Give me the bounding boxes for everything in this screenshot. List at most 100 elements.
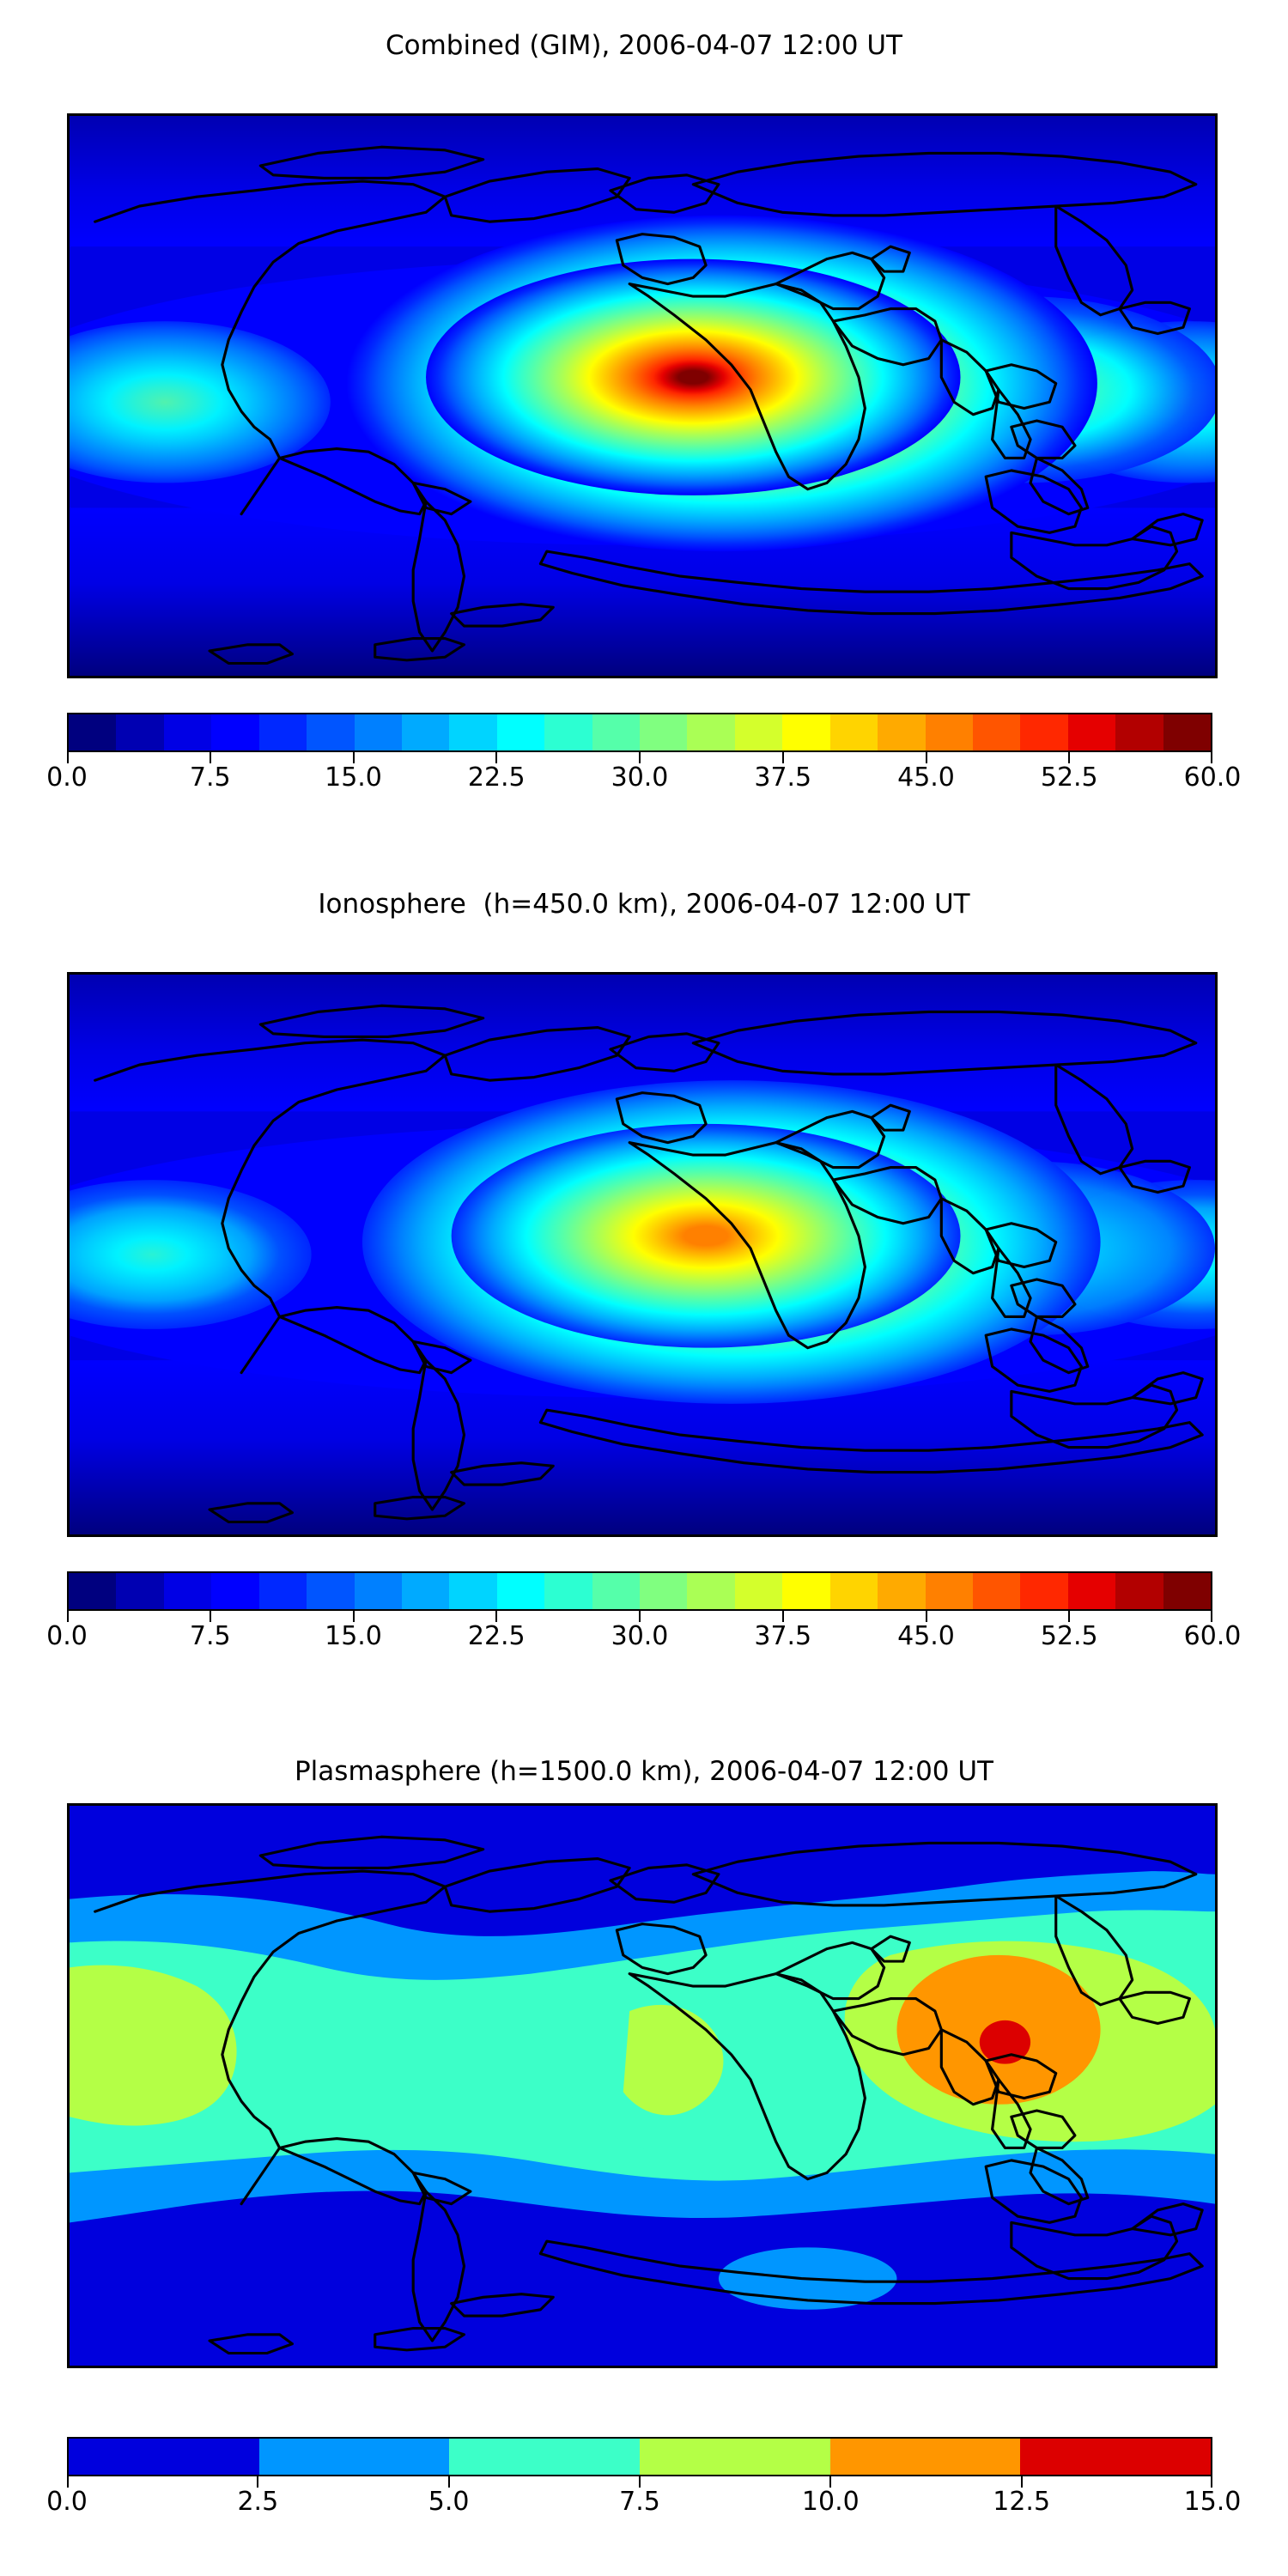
colorbar-segment — [307, 714, 355, 750]
colorbar-ionosphere: 0.0 7.5 15.0 22.5 30.0 37.5 45.0 52.5 60.0 — [46, 1571, 1241, 1657]
colorbar-segment — [496, 714, 545, 750]
colorbar-segment — [211, 1573, 259, 1609]
colorbar-segment — [734, 714, 783, 750]
colorbar-tick — [209, 1611, 211, 1622]
map-plasmasphere — [67, 1803, 1218, 2368]
colorbar-segment — [449, 1573, 497, 1609]
colorbar-gradient-combined-gim — [67, 713, 1212, 752]
colorbar-tick — [67, 752, 69, 763]
colorbar-tick — [352, 1611, 355, 1622]
colorbar-tick-label: 22.5 — [467, 1621, 526, 1651]
colorbar-tick — [639, 2476, 641, 2488]
colorbar-tick — [352, 752, 355, 763]
colorbar-segment — [973, 714, 1021, 750]
colorbar-segment — [163, 1573, 212, 1609]
colorbar-segment — [211, 714, 259, 750]
colorbar-tick — [1211, 752, 1212, 763]
panel-title-plasmasphere: Plasmasphere (h=1500.0 km), 2006-04-07 1… — [294, 1756, 993, 1787]
colorbar-tick-label: 22.5 — [467, 762, 526, 793]
colorbar-tick-label: 5.0 — [428, 2487, 470, 2517]
colorbar-tick-label: 2.5 — [237, 2487, 279, 2517]
colorbar-segment — [258, 2439, 450, 2475]
colorbar-tick — [1068, 752, 1071, 763]
colorbar-segment — [116, 714, 164, 750]
colorbar-tick — [67, 1611, 69, 1622]
colorbar-tick-label: 30.0 — [611, 1621, 669, 1651]
colorbar-tick-label: 30.0 — [611, 762, 669, 793]
colorbar-tick — [209, 752, 211, 763]
colorbar-segment — [449, 2439, 641, 2475]
map-field-plasmasphere — [70, 1806, 1215, 2366]
colorbar-tick — [925, 752, 927, 763]
colorbar-segment — [829, 2439, 1021, 2475]
colorbar-segment — [592, 1573, 641, 1609]
colorbar-segment — [401, 1573, 450, 1609]
colorbar-segment — [69, 714, 117, 750]
colorbar-segment — [878, 714, 926, 750]
colorbar-labels-plasmasphere: 0.0 2.5 5.0 7.5 10.0 12.5 15.0 — [46, 2487, 1241, 2523]
colorbar-tick — [67, 2476, 69, 2488]
colorbar-tick-label: 52.5 — [1040, 762, 1098, 793]
colorbar-tick — [829, 2476, 832, 2488]
coastlines-combined-gim — [94, 145, 1204, 665]
colorbar-tick-label: 12.5 — [993, 2487, 1051, 2517]
colorbar-tick-label: 37.5 — [754, 762, 812, 793]
colorbar-segment — [544, 1573, 592, 1609]
colorbar-segment — [163, 714, 212, 750]
colorbar-labels-combined-gim: 0.0 7.5 15.0 22.5 30.0 37.5 45.0 52.5 60.0 — [46, 762, 1241, 799]
colorbar-segment — [69, 2439, 259, 2475]
colorbar-tick — [257, 2476, 259, 2488]
colorbar-tick — [1020, 2476, 1023, 2488]
colorbar-segment — [1163, 714, 1211, 750]
colorbar-tick — [495, 752, 498, 763]
colorbar-segment — [544, 714, 592, 750]
colorbar-combined-gim: 0.0 7.5 15.0 22.5 30.0 37.5 45.0 52.5 60.0 — [46, 713, 1241, 799]
colorbar-tick — [639, 1611, 641, 1622]
colorbar-tick-label: 0.0 — [46, 2487, 88, 2517]
colorbar-segment — [1115, 1573, 1163, 1609]
colorbar-gradient-ionosphere — [67, 1571, 1212, 1611]
colorbar-segment — [1020, 714, 1068, 750]
colorbar-segment — [973, 1573, 1021, 1609]
colorbar-segment — [354, 1573, 402, 1609]
colorbar-ticks-combined-gim — [67, 752, 1212, 764]
panel-title-combined-gim: Combined (GIM), 2006-04-07 12:00 UT — [386, 30, 902, 61]
colorbar-tick-label: 15.0 — [325, 762, 382, 793]
colorbar-segment — [640, 714, 688, 750]
colorbar-segment — [1020, 1573, 1068, 1609]
colorbar-ticks-ionosphere — [67, 1611, 1212, 1623]
colorbar-ticks-plasmasphere — [67, 2476, 1212, 2488]
colorbar-tick — [447, 2476, 450, 2488]
colorbar-tick — [781, 752, 784, 763]
colorbar-segment — [1020, 2439, 1211, 2475]
colorbar-tick-label: 60.0 — [1183, 1621, 1242, 1651]
colorbar-labels-ionosphere: 0.0 7.5 15.0 22.5 30.0 37.5 45.0 52.5 60.0 — [46, 1621, 1241, 1657]
colorbar-tick-label: 52.5 — [1040, 1621, 1098, 1651]
colorbar-segment — [925, 714, 974, 750]
colorbar-tick-label: 0.0 — [46, 1621, 88, 1651]
colorbar-segment — [640, 2439, 830, 2475]
map-ionosphere — [67, 972, 1218, 1537]
colorbar-tick-label: 7.5 — [189, 1621, 231, 1651]
colorbar-tick — [781, 1611, 784, 1622]
colorbar-tick — [1211, 2476, 1212, 2488]
colorbar-segment — [449, 714, 497, 750]
colorbar-tick — [495, 1611, 498, 1622]
colorbar-segment — [734, 1573, 783, 1609]
colorbar-segment — [69, 1573, 117, 1609]
colorbar-tick-label: 60.0 — [1183, 762, 1242, 793]
colorbar-segment — [829, 1573, 878, 1609]
map-field-ionosphere — [70, 975, 1215, 1534]
colorbar-segment — [116, 1573, 164, 1609]
colorbar-tick-label: 37.5 — [754, 1621, 812, 1651]
colorbar-segment — [782, 1573, 830, 1609]
map-combined-gim — [67, 113, 1218, 678]
panel-plasmasphere: Plasmasphere (h=1500.0 km), 2006-04-07 1… — [0, 1717, 1288, 2576]
colorbar-tick-label: 45.0 — [897, 762, 955, 793]
colorbar-segment — [829, 714, 878, 750]
map-field-combined-gim — [70, 116, 1215, 676]
colorbar-plasmasphere: 0.0 2.5 5.0 7.5 10.0 12.5 15.0 — [46, 2437, 1241, 2523]
colorbar-tick-label: 10.0 — [801, 2487, 860, 2517]
coastlines-ionosphere — [94, 1004, 1204, 1524]
